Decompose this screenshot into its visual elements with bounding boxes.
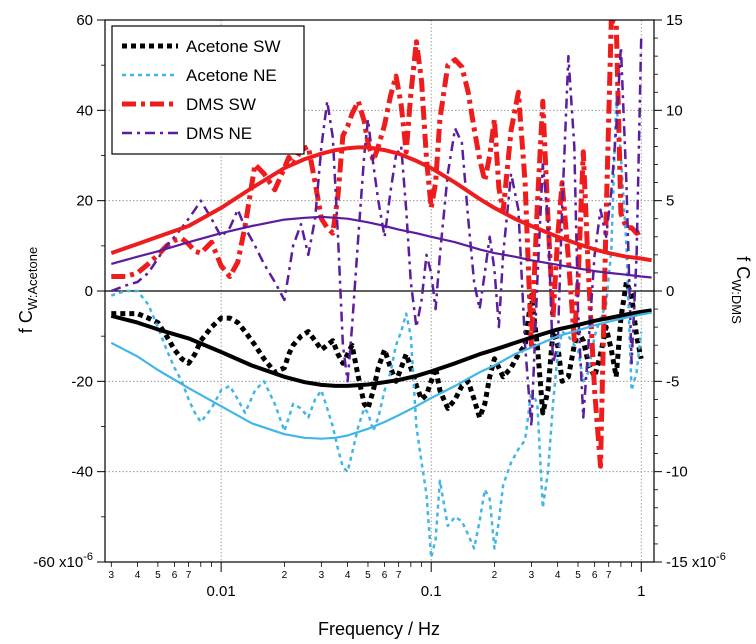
x-minor-tick-label: 3	[319, 570, 325, 581]
y-right-tick-label: 10	[666, 102, 683, 119]
x-axis-label: Frequency / Hz	[318, 619, 440, 639]
y-left-tick-label: 60	[76, 12, 93, 29]
x-minor-tick-label: 5	[365, 570, 371, 581]
y-axis-right-label: f CW:DMS	[729, 256, 753, 324]
y-right-tick-label: -10	[666, 464, 688, 481]
y-right-tick-label: 5	[666, 193, 674, 210]
y-right-label-main: f C	[733, 256, 753, 279]
x-minor-tick-label: 6	[592, 570, 598, 581]
x-tick-label: 1	[637, 583, 645, 600]
y-left-tick-label: -60 x10-6	[33, 551, 93, 571]
fit-curve-4	[110, 308, 652, 388]
x-minor-tick-label: 7	[396, 570, 402, 581]
y-right-label-sub: W:DMS	[729, 279, 744, 324]
fit-curve-6	[110, 145, 652, 263]
series-dms-sw	[111, 20, 643, 469]
legend-label: DMS NE	[186, 124, 252, 143]
legend-label: Acetone SW	[186, 37, 281, 56]
series-acetone-ne	[110, 100, 643, 559]
x-minor-tick-label: 6	[382, 570, 388, 581]
fit-curve-7	[111, 215, 652, 279]
series-lines	[110, 20, 652, 559]
legend-label: Acetone NE	[186, 66, 277, 85]
x-minor-tick-label: 3	[529, 570, 535, 581]
x-minor-tick-label: 4	[345, 570, 351, 581]
y-left-label-sub: W:Acetone	[25, 247, 40, 310]
y-left-tick-label: -20	[71, 373, 93, 390]
x-minor-tick-label: 6	[172, 570, 178, 581]
y-left-tick-label: 20	[76, 193, 93, 210]
y-axis-left-label: f CW:Acetone	[16, 247, 40, 333]
fit-curve-5	[110, 311, 652, 440]
y-left-tick-label: 40	[76, 102, 93, 119]
x-minor-tick-label: 5	[155, 570, 161, 581]
y-right-tick-label: 15	[666, 12, 683, 29]
y-right-tick-label: -15 x10-6	[666, 551, 726, 571]
series-acetone-sw	[111, 279, 644, 420]
y-right-tick-label: -5	[666, 373, 679, 390]
legend-label: DMS SW	[186, 95, 256, 114]
y-left-tick-label: -40	[71, 464, 93, 481]
y-right-tick-label: 0	[666, 283, 674, 300]
axes: 0.01 0.1 13 4 5 6 7 2 3 4 5 6 7 2 3 4 5 6 76040200-20-40-6…	[33, 12, 726, 600]
x-minor-tick-label: 4	[555, 570, 561, 581]
x-minor-tick-label: 5	[575, 570, 581, 581]
y-left-tick-label: 0	[85, 283, 93, 300]
x-minor-tick-label: 2	[492, 570, 498, 581]
x-minor-tick-label: 2	[282, 570, 288, 581]
x-tick-label: 0.1	[421, 583, 442, 600]
x-tick-label: 0.01	[207, 583, 236, 600]
x-minor-tick-label: 7	[606, 570, 612, 581]
series-dms-ne	[110, 38, 643, 428]
legend: Acetone SW Acetone NE DMS SW DMS NE	[111, 25, 305, 155]
x-minor-tick-label: 4	[135, 570, 141, 581]
x-minor-tick-label: 7	[186, 570, 192, 581]
x-minor-tick-label: 3	[109, 570, 115, 581]
y-left-label-main: f C	[16, 310, 36, 333]
